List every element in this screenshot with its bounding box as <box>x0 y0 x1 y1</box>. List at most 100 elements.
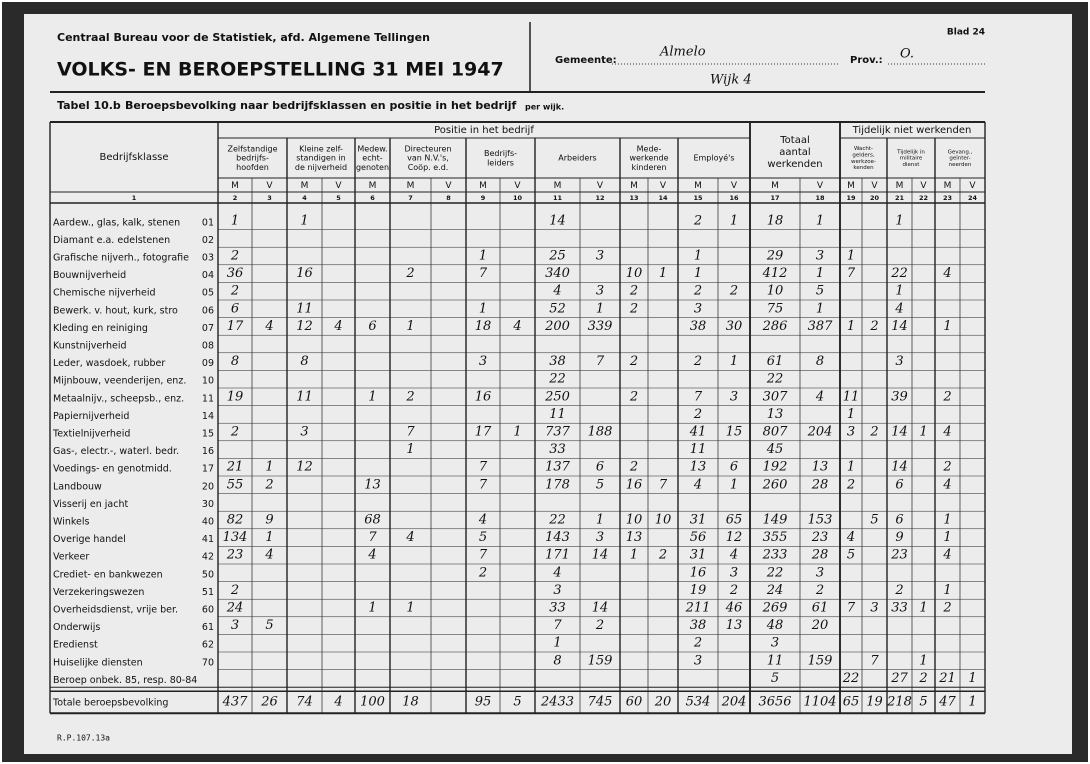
cell: 13 <box>364 477 381 492</box>
row-code: 04 <box>202 270 214 281</box>
cell: 16 <box>690 565 707 580</box>
row-code: 50 <box>202 569 214 580</box>
cell: 6 <box>895 477 903 492</box>
cell: 10 <box>626 513 643 528</box>
cell: 3 <box>730 389 738 404</box>
cell: 1 <box>231 213 239 228</box>
cell: 2 <box>230 425 239 440</box>
cell: 3 <box>895 354 903 369</box>
cell: 68 <box>364 513 381 528</box>
cell: 1 <box>968 671 976 686</box>
group-header: Bedrijfs- <box>484 149 517 158</box>
cell: 24 <box>766 583 784 598</box>
cell: 250 <box>544 389 570 404</box>
cell: 22 <box>890 266 908 281</box>
cell: 56 <box>690 530 707 545</box>
cell: 355 <box>763 530 788 545</box>
cell: 2 <box>693 407 702 422</box>
cell: 28 <box>811 477 829 492</box>
cell: 204 <box>807 425 833 440</box>
cell: 3 <box>596 249 604 264</box>
group-header: kenden <box>853 165 874 171</box>
cell: 2 <box>478 565 487 580</box>
cell: 2 <box>230 249 239 264</box>
row-code: 30 <box>202 499 214 510</box>
cell: 7 <box>694 389 703 404</box>
cell: 55 <box>227 477 244 492</box>
group-header: Gevang., <box>948 149 973 155</box>
cell: 16 <box>626 477 643 492</box>
cell: 1 <box>943 583 951 598</box>
cell: 807 <box>763 425 789 440</box>
cell: 7 <box>479 460 488 475</box>
cell: 2 <box>693 284 702 299</box>
group-header: Medew. <box>357 145 387 154</box>
cell: 11 <box>296 389 313 404</box>
cell: 33 <box>549 442 566 457</box>
cell: 1 <box>406 319 414 334</box>
cell: 1 <box>265 460 273 475</box>
group-header: Wacht- <box>854 146 873 152</box>
row-code: 14 <box>202 411 214 422</box>
row-code: 05 <box>202 288 214 299</box>
row-code: 02 <box>202 235 214 246</box>
wijk: Wijk 4 <box>710 73 752 88</box>
group-header: kinderen <box>631 163 666 172</box>
row-label: Textielnijverheid <box>52 429 130 440</box>
prov-label: Prov.: <box>850 55 883 66</box>
column-number: 5 <box>336 194 341 202</box>
cell: 13 <box>626 530 643 545</box>
cell: 10 <box>655 513 672 528</box>
cell: 8 <box>231 354 239 369</box>
cell: 211 <box>685 601 711 616</box>
cell: 3 <box>847 425 855 440</box>
total-cell: 437 <box>222 695 249 710</box>
cell: 5 <box>771 671 779 686</box>
group-header: Mede- <box>637 145 662 154</box>
cell: 1 <box>406 442 414 457</box>
tijdelijk-header: Tijdelijk niet werkenden <box>852 125 972 136</box>
column-number: 10 <box>513 194 523 202</box>
total-cell: 745 <box>588 695 613 710</box>
mv-label: V <box>731 181 738 191</box>
row-label: Mijnbouw, veenderijen, enz. <box>53 376 186 387</box>
cell: 4 <box>552 565 561 580</box>
cell: 3 <box>596 284 604 299</box>
cell: 38 <box>549 354 566 369</box>
row-code: 42 <box>202 552 214 563</box>
cell: 7 <box>847 601 856 616</box>
cell: 5 <box>479 530 487 545</box>
cell: 1 <box>847 460 855 475</box>
row-code: 10 <box>202 376 214 387</box>
total-cell: 5 <box>919 695 927 710</box>
cell: 2 <box>918 671 927 686</box>
cell: 19 <box>227 389 244 404</box>
cell: 4 <box>942 548 951 563</box>
mv-label: M <box>944 181 952 191</box>
row-header: Bedrijfsklasse <box>99 152 168 163</box>
row-label: Eredienst <box>53 640 98 651</box>
row-code: 17 <box>202 464 214 475</box>
row-label: Papiernijverheid <box>53 411 129 422</box>
row-code: 01 <box>202 217 214 228</box>
row-code: 09 <box>202 358 214 369</box>
cell: 5 <box>265 618 273 633</box>
cell: 13 <box>767 407 784 422</box>
cell: 14 <box>592 601 609 616</box>
total-cell: 26 <box>260 695 278 710</box>
cell: 39 <box>891 389 908 404</box>
cell: 38 <box>690 319 707 334</box>
total-cell: 65 <box>843 695 860 710</box>
mv-label: V <box>445 181 452 191</box>
cell: 143 <box>545 530 570 545</box>
total-cell: 47 <box>938 695 956 710</box>
group-header: Kleine zelf- <box>299 145 343 154</box>
title: VOLKS- EN BEROEPSTELLING 31 MEI 1947 <box>57 59 504 81</box>
cell: 20 <box>811 618 829 633</box>
cell: 1 <box>596 301 604 316</box>
column-number: 14 <box>658 194 668 202</box>
group-header: Zelfstandige <box>227 145 277 154</box>
cell: 10 <box>767 284 784 299</box>
cell: 7 <box>659 477 668 492</box>
cell: 307 <box>763 389 789 404</box>
